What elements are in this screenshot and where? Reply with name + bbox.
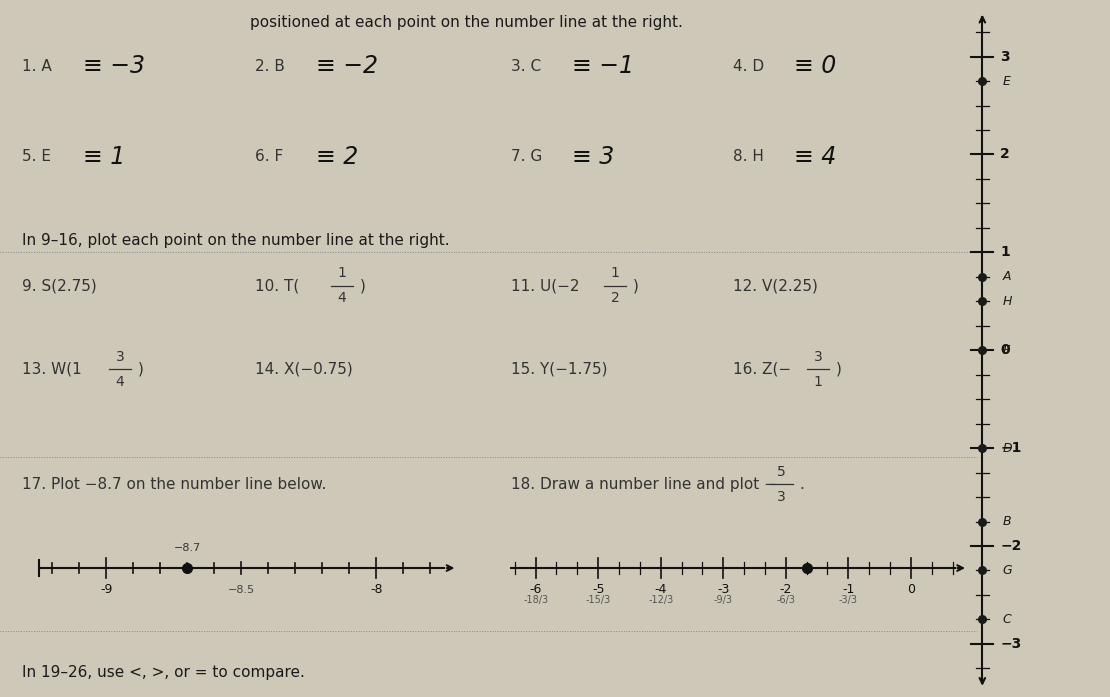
Text: 4: 4	[337, 291, 346, 305]
Text: positioned at each point on the number line at the right.: positioned at each point on the number l…	[250, 15, 683, 30]
Text: 9. S(2.75): 9. S(2.75)	[22, 278, 97, 293]
Text: 11. U(−2: 11. U(−2	[511, 278, 579, 293]
Text: E: E	[1002, 75, 1010, 88]
Text: -2: -2	[779, 583, 791, 597]
Text: 5: 5	[777, 465, 786, 479]
Text: 3. C: 3. C	[511, 59, 541, 74]
Text: 10. T(: 10. T(	[255, 278, 300, 293]
Text: 3: 3	[1000, 49, 1010, 63]
Text: -4: -4	[655, 583, 667, 597]
Text: 13. W(1: 13. W(1	[22, 362, 82, 377]
Text: -5: -5	[592, 583, 605, 597]
Text: 0: 0	[1000, 343, 1010, 358]
Text: 3: 3	[814, 350, 823, 364]
Text: 1: 1	[1000, 245, 1010, 259]
Text: 12. V(2.25): 12. V(2.25)	[733, 278, 817, 293]
Text: -6: -6	[529, 583, 542, 597]
Text: C: C	[1002, 613, 1011, 626]
Text: ≡ −1: ≡ −1	[572, 54, 634, 78]
Text: 3: 3	[777, 490, 786, 504]
Text: .: .	[799, 477, 804, 492]
Text: −2: −2	[1000, 539, 1021, 553]
Text: ≡ 0: ≡ 0	[794, 54, 836, 78]
Text: ≡ 3: ≡ 3	[572, 145, 614, 169]
Text: -3/3: -3/3	[839, 595, 858, 604]
Text: -1: -1	[842, 583, 855, 597]
Text: ≡ 2: ≡ 2	[316, 145, 359, 169]
Text: 2: 2	[610, 291, 619, 305]
Text: 17. Plot −8.7 on the number line below.: 17. Plot −8.7 on the number line below.	[22, 477, 326, 492]
Text: In 19–26, use <, >, or = to compare.: In 19–26, use <, >, or = to compare.	[22, 665, 305, 680]
Text: 1: 1	[814, 375, 823, 389]
Text: -18/3: -18/3	[523, 595, 548, 604]
Text: 2. B: 2. B	[255, 59, 285, 74]
Text: 18. Draw a number line and plot −: 18. Draw a number line and plot −	[511, 477, 777, 492]
Text: G: G	[1002, 564, 1012, 577]
Text: ): )	[633, 278, 638, 293]
Text: ≡ 4: ≡ 4	[794, 145, 836, 169]
Text: 7. G: 7. G	[511, 149, 542, 164]
Text: −8.7: −8.7	[174, 543, 201, 553]
Text: 3: 3	[115, 350, 124, 364]
Text: ≡ −2: ≡ −2	[316, 54, 379, 78]
Text: ): )	[138, 362, 143, 377]
Text: F: F	[1002, 344, 1010, 357]
Text: In 9–16, plot each point on the number line at the right.: In 9–16, plot each point on the number l…	[22, 233, 450, 248]
Text: ≡ −3: ≡ −3	[83, 54, 145, 78]
Text: 14. X(−0.75): 14. X(−0.75)	[255, 362, 353, 377]
Text: 4. D: 4. D	[733, 59, 764, 74]
Text: D: D	[1002, 442, 1012, 454]
Text: 1: 1	[610, 266, 619, 280]
Text: -12/3: -12/3	[648, 595, 674, 604]
Text: 1. A: 1. A	[22, 59, 52, 74]
Text: -6/3: -6/3	[776, 595, 795, 604]
Text: 16. Z(−: 16. Z(−	[733, 362, 790, 377]
Text: -8: -8	[371, 583, 383, 597]
Text: B: B	[1002, 515, 1011, 528]
Text: -3: -3	[717, 583, 729, 597]
Text: −3: −3	[1000, 637, 1021, 651]
Text: 1: 1	[337, 266, 346, 280]
Text: A: A	[1002, 270, 1011, 283]
Text: -9/3: -9/3	[714, 595, 733, 604]
Text: 5. E: 5. E	[22, 149, 51, 164]
Text: 2: 2	[1000, 148, 1010, 162]
Text: ≡ 1: ≡ 1	[83, 145, 125, 169]
Text: 8. H: 8. H	[733, 149, 764, 164]
Text: 6. F: 6. F	[255, 149, 283, 164]
Text: -9: -9	[100, 583, 112, 597]
Text: -15/3: -15/3	[585, 595, 610, 604]
Text: 4: 4	[115, 375, 124, 389]
Text: 15. Y(−1.75): 15. Y(−1.75)	[511, 362, 607, 377]
Text: ): )	[360, 278, 365, 293]
Text: 0: 0	[907, 583, 915, 597]
Text: −8.5: −8.5	[228, 585, 255, 595]
Text: ): )	[836, 362, 841, 377]
Text: H: H	[1002, 295, 1011, 308]
Text: −1: −1	[1000, 441, 1021, 455]
